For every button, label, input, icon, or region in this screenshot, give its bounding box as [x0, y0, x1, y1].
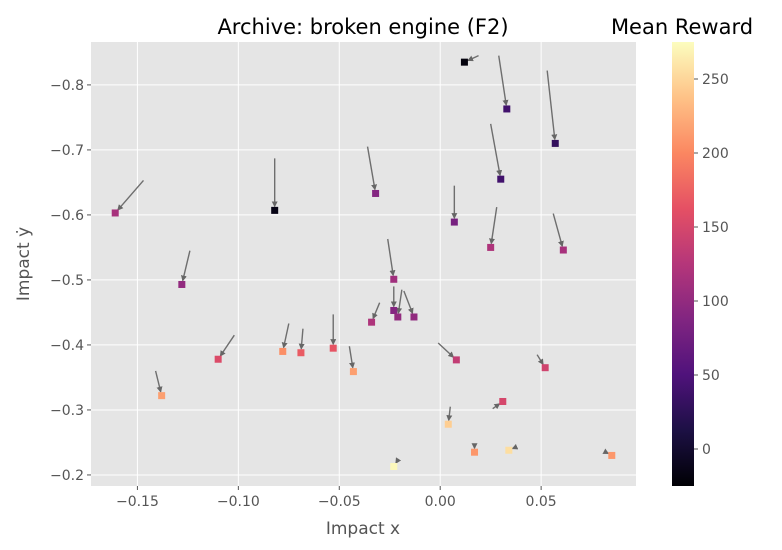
data-point [158, 392, 166, 400]
arrow [602, 448, 610, 455]
x-tick-label: −0.15 [116, 494, 159, 510]
data-point [279, 347, 287, 355]
colorbar-tick-label: 100 [702, 294, 729, 310]
data-point [499, 397, 507, 405]
arrow [181, 250, 191, 282]
arrow [298, 328, 305, 350]
data-point [329, 344, 337, 352]
data-point [487, 243, 495, 251]
arrow [396, 289, 403, 315]
grid-lines [91, 42, 636, 486]
arrow [467, 55, 479, 62]
data-point [390, 462, 398, 470]
colorbar-tick-label: 150 [702, 220, 729, 236]
x-tick-label: 0.05 [526, 494, 557, 510]
arrow [372, 302, 381, 320]
y-tick-label: −0.8 [50, 78, 84, 94]
data-point [608, 451, 616, 459]
arrow [536, 354, 544, 366]
arrow [552, 213, 564, 248]
data-point [394, 313, 402, 321]
data-point [541, 364, 549, 372]
data-point [559, 246, 567, 254]
data-point [214, 355, 222, 363]
y-tick-labels: −0.8 −0.7 −0.6 −0.5 −0.4 −0.3 −0.2 [50, 78, 91, 484]
y-tick-label: −0.6 [50, 208, 84, 224]
arrow [348, 346, 355, 369]
y-tick-label: −0.5 [50, 273, 84, 289]
colorbar-tick-label: 0 [702, 442, 711, 458]
arrow [366, 146, 378, 191]
x-axis-label: Impact x [326, 519, 400, 539]
data-point [410, 313, 418, 321]
arrow [446, 406, 453, 422]
arrow [281, 323, 290, 349]
colorbar-tick-label: 250 [702, 72, 729, 88]
colorbar-tick-label: 50 [702, 368, 720, 384]
colorbar-label: Mean Reward [611, 15, 753, 39]
arrow [403, 290, 414, 315]
y-axis-label: Impact ẏ [14, 227, 34, 301]
data-point [390, 306, 398, 314]
data-point [505, 446, 513, 454]
x-tick-label: −0.10 [217, 494, 260, 510]
data-point [444, 420, 452, 428]
arrow [387, 238, 396, 277]
data-point [471, 448, 479, 456]
x-tick-label: −0.05 [318, 494, 361, 510]
plot-background [91, 42, 636, 486]
arrow [117, 180, 145, 211]
arrows-layer [117, 55, 610, 464]
data-point [178, 280, 186, 288]
points-layer [111, 58, 616, 470]
data-point [450, 218, 458, 226]
data-point [497, 175, 505, 183]
arrow [546, 70, 558, 141]
arrow [492, 403, 501, 410]
data-point [390, 275, 398, 283]
data-point [503, 105, 511, 113]
colorbar [672, 42, 694, 486]
y-tick-label: −0.7 [50, 143, 84, 159]
x-tick-label: 0.00 [425, 494, 456, 510]
y-tick-label: −0.2 [50, 468, 84, 484]
x-tick-labels: −0.15 −0.10 −0.05 0.00 0.05 [116, 486, 557, 510]
data-point [452, 356, 460, 364]
data-point [271, 206, 279, 214]
arrow [437, 342, 455, 358]
data-point [349, 368, 357, 376]
arrow [154, 370, 163, 393]
arrow [395, 457, 402, 464]
y-tick-label: −0.4 [50, 338, 84, 354]
chart-title: Archive: broken engine (F2) [217, 15, 508, 39]
arrow [511, 443, 519, 450]
y-tick-label: −0.3 [50, 403, 84, 419]
arrow [489, 207, 498, 245]
data-point [372, 189, 380, 197]
colorbar-ticks: 0 50 100 150 200 250 [694, 72, 729, 458]
arrow [489, 123, 503, 177]
colorbar-tick-label: 200 [702, 146, 729, 162]
arrow [219, 334, 235, 357]
data-point [551, 139, 559, 147]
data-point [297, 349, 305, 357]
arrow [498, 55, 509, 106]
data-point [460, 58, 468, 66]
data-point [111, 209, 119, 217]
data-point [368, 318, 376, 326]
